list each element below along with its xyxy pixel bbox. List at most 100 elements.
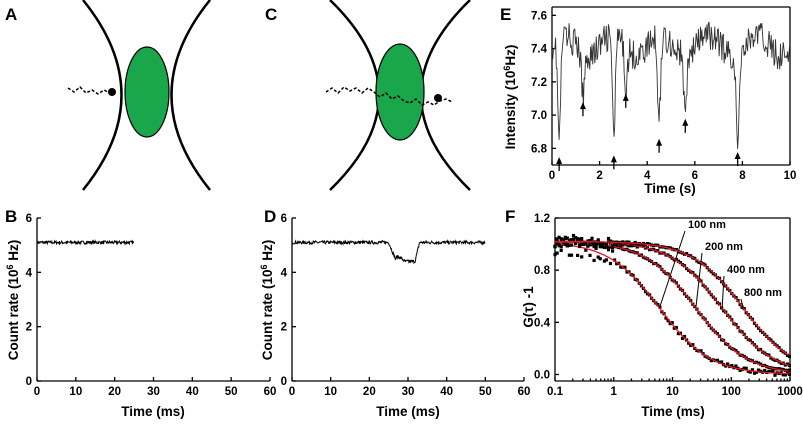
diffusion-path [325,86,453,106]
series-leader-line [721,275,725,309]
data-marker [699,349,703,353]
panel-label-c: C [265,5,277,24]
data-marker [578,243,582,247]
data-marker [680,336,685,340]
data-marker [592,242,596,246]
event-arrow-head [610,155,617,163]
data-marker [664,316,668,320]
data-marker [602,245,606,250]
data-marker [606,248,611,252]
data-marker [588,239,592,243]
x-tick-label: 1 [611,386,618,398]
data-marker [576,253,580,257]
data-marker [557,235,561,239]
data-marker [600,245,604,249]
data-marker [767,369,771,374]
data-marker [656,249,660,253]
x-tick-label: 30 [402,386,415,398]
data-marker [648,248,652,252]
data-marker [596,242,600,246]
count-rate-trace [291,238,486,265]
data-marker [773,373,777,377]
data-marker [637,244,641,248]
y-tick-label: 6 [26,213,32,225]
data-marker [580,237,584,241]
panel-label-b: B [5,207,17,226]
panel-label-f: F [505,207,515,226]
data-marker [553,244,557,248]
y-axis-label: G(τ) -1 [521,286,536,328]
data-marker [557,243,561,247]
data-marker [576,239,580,243]
data-marker [596,239,600,243]
data-marker [769,370,773,374]
data-marker [783,363,787,367]
data-marker [625,270,629,274]
x-tick-label: 50 [225,386,238,398]
y-axis-label: Intensity (106Hz) [502,45,518,150]
data-marker [582,241,586,245]
data-marker [785,353,789,357]
y-tick-label: 0.8 [534,265,551,277]
x-tick-label: 0 [34,386,40,398]
data-marker [670,321,674,325]
data-marker [555,251,559,255]
data-marker [598,257,602,261]
data-marker [759,347,763,352]
y-tick-label: 4 [26,267,33,279]
data-marker [720,360,724,364]
data-marker [598,242,602,246]
y-tick-label: 7.2 [531,77,547,89]
data-marker [590,236,594,240]
y-tick-label: 1.2 [534,213,550,225]
data-marker [746,369,750,373]
data-marker [695,348,699,353]
data-marker [752,371,757,375]
intensity-trace [552,21,791,149]
data-marker [594,246,598,250]
fit-curve [554,243,789,375]
data-marker [697,260,701,264]
data-marker [656,243,660,247]
beam-left-curve [82,0,123,191]
data-marker [703,263,707,267]
data-marker [635,245,639,249]
beam-left-curve [329,0,381,191]
y-tick-label: 2 [26,322,32,334]
data-marker [608,239,613,243]
data-marker [695,259,699,263]
data-marker [781,367,785,372]
data-marker [627,244,631,248]
data-marker [596,255,600,259]
data-marker [668,246,672,250]
data-marker [767,353,771,357]
y-tick-label: 7.0 [531,110,547,122]
data-marker [685,252,689,256]
data-marker [555,242,559,246]
data-marker [676,332,680,336]
focal-volume-ellipse [124,46,170,138]
data-marker [569,253,574,257]
series-leader-line [658,230,686,309]
data-marker [656,303,660,307]
y-tick-label: 0 [281,376,287,388]
data-marker [689,343,693,347]
schematic-a: A [5,0,211,191]
panel-label-a: A [5,5,17,24]
series-label: 800 nm [744,287,782,299]
data-marker [561,238,565,242]
data-marker [613,258,617,262]
data-marker [592,258,596,262]
fit-curve [555,240,790,356]
data-marker [608,261,613,266]
particle-dot [108,88,116,96]
data-marker [567,243,571,247]
x-tick-label: 10 [784,170,797,182]
panel-e-chart: E Intensity (106Hz) Time (s) 0 2 4 6 8 10 6.8 7… [500,5,796,196]
data-marker [668,322,672,326]
x-tick-label: 100 [722,386,741,398]
x-tick-label: 20 [363,386,376,398]
data-marker [672,326,676,330]
particle-dot [434,94,442,102]
data-marker [785,362,789,366]
